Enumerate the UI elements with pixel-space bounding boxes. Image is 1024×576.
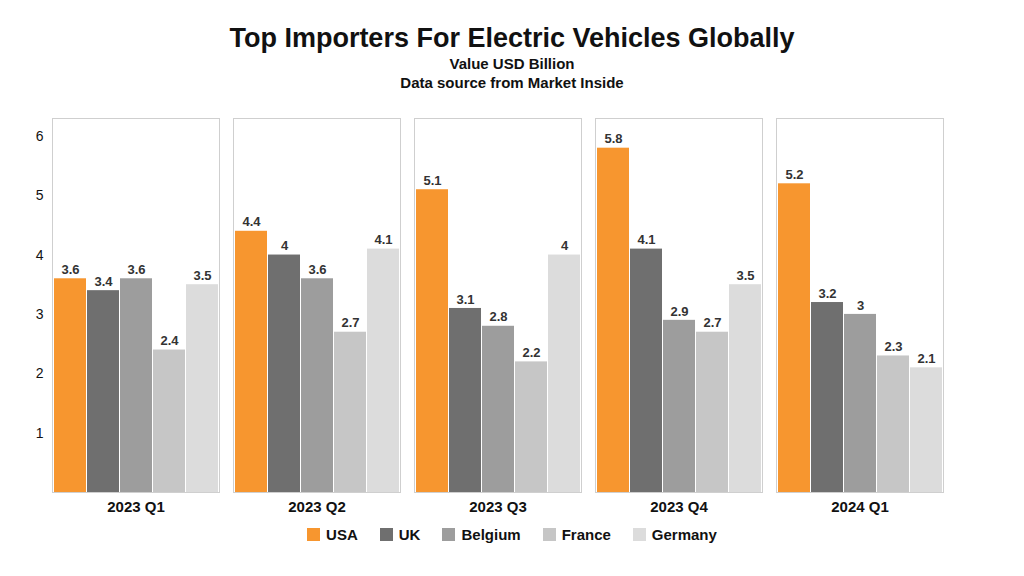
svg-text:4: 4: [281, 238, 289, 253]
svg-text:2.3: 2.3: [884, 339, 902, 354]
svg-text:2023 Q1: 2023 Q1: [107, 498, 165, 515]
html-text:Data source from Market Inside: Data source from Market Inside: [400, 74, 624, 91]
svg-text:1: 1: [36, 425, 44, 441]
svg-text:3.5: 3.5: [736, 268, 754, 283]
html-text:Germany: Germany: [651, 526, 717, 543]
svg-text:3.2: 3.2: [818, 286, 836, 301]
svg-text:5.1: 5.1: [423, 173, 441, 188]
svg-text:2.7: 2.7: [341, 315, 359, 330]
svg-text:2023 Q2: 2023 Q2: [288, 498, 346, 515]
html-text:Top Importers For Electric Veh: Top Importers For Electric Vehicles Glob…: [229, 23, 795, 53]
svg-text:3.6: 3.6: [61, 262, 79, 277]
svg-text:2024 Q1: 2024 Q1: [831, 498, 889, 515]
svg-text:4.1: 4.1: [374, 232, 392, 247]
html-text:Value USD Billion: Value USD Billion: [449, 55, 575, 72]
svg-text:4: 4: [36, 247, 44, 263]
svg-text:2.9: 2.9: [670, 304, 688, 319]
svg-text:2023 Q3: 2023 Q3: [469, 498, 527, 515]
html-text:France: France: [561, 526, 611, 543]
svg-text:4: 4: [561, 238, 569, 253]
svg-text:6: 6: [36, 128, 44, 144]
svg-text:3.6: 3.6: [127, 262, 145, 277]
svg-text:2.8: 2.8: [489, 309, 507, 324]
svg-text:5.8: 5.8: [604, 131, 622, 146]
svg-text:2.7: 2.7: [703, 315, 721, 330]
svg-text:3.6: 3.6: [308, 262, 326, 277]
svg-text:5: 5: [36, 187, 44, 203]
html-text:UK: UK: [398, 526, 421, 543]
svg-text:3.1: 3.1: [456, 292, 474, 307]
svg-text:3.4: 3.4: [94, 274, 113, 289]
svg-text:2.1: 2.1: [917, 351, 935, 366]
svg-text:4.1: 4.1: [637, 232, 655, 247]
svg-text:2: 2: [36, 365, 44, 381]
svg-text:3.5: 3.5: [193, 268, 211, 283]
html-text:USA: USA: [326, 526, 358, 543]
svg-text:3: 3: [857, 298, 864, 313]
svg-text:5.2: 5.2: [785, 167, 803, 182]
svg-text:2023 Q4: 2023 Q4: [650, 498, 708, 515]
svg-text:2.4: 2.4: [160, 333, 179, 348]
html-text:Belgium: Belgium: [461, 526, 521, 543]
svg-text:4.4: 4.4: [242, 214, 261, 229]
svg-text:2.2: 2.2: [522, 345, 540, 360]
svg-text:3: 3: [36, 306, 44, 322]
